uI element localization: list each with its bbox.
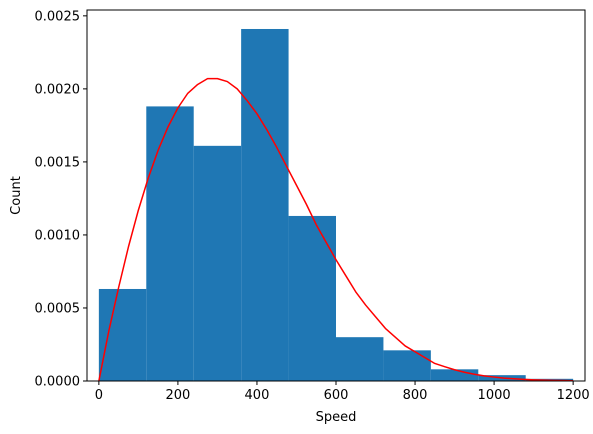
y-tick-label-4: 0.0020: [35, 82, 81, 97]
histogram-bar-2: [193, 145, 242, 381]
histogram-bar-6: [383, 350, 431, 381]
histogram-bar-7: [430, 369, 479, 381]
x-tick-label-3: 600: [324, 388, 349, 403]
y-tick-label-5: 0.0025: [35, 9, 81, 24]
histogram-bar-0: [98, 288, 147, 381]
x-tick-label-0: 0: [95, 388, 103, 403]
histogram-bar-4: [288, 215, 336, 381]
density-curve: [98, 77, 574, 382]
x-tick-label-1: 200: [165, 388, 190, 403]
y-axis-ticks: 0.0000 0.0005 0.0010 0.0015 0.0020 0.0025: [35, 9, 87, 390]
x-tick-label-6: 1200: [557, 388, 590, 403]
x-tick-label-4: 800: [403, 388, 428, 403]
y-tick-label-1: 0.0005: [35, 301, 81, 316]
bars-layer: [98, 28, 574, 381]
histogram-bar-5: [336, 337, 384, 381]
y-tick-label-0: 0.0000: [35, 375, 81, 390]
y-tick-label-2: 0.0010: [35, 228, 81, 243]
curve-layer: [98, 77, 574, 382]
x-axis-ticks: 0 200 400 600 800 1000 1200: [95, 381, 590, 403]
x-tick-label-2: 400: [245, 388, 270, 403]
y-axis-label: Count: [9, 176, 24, 215]
x-axis-label: Speed: [316, 410, 357, 425]
y-tick-label-3: 0.0015: [35, 155, 81, 170]
histogram-bar-1: [146, 106, 194, 381]
x-tick-label-5: 1000: [478, 388, 511, 403]
histogram-bar-3: [241, 28, 289, 381]
